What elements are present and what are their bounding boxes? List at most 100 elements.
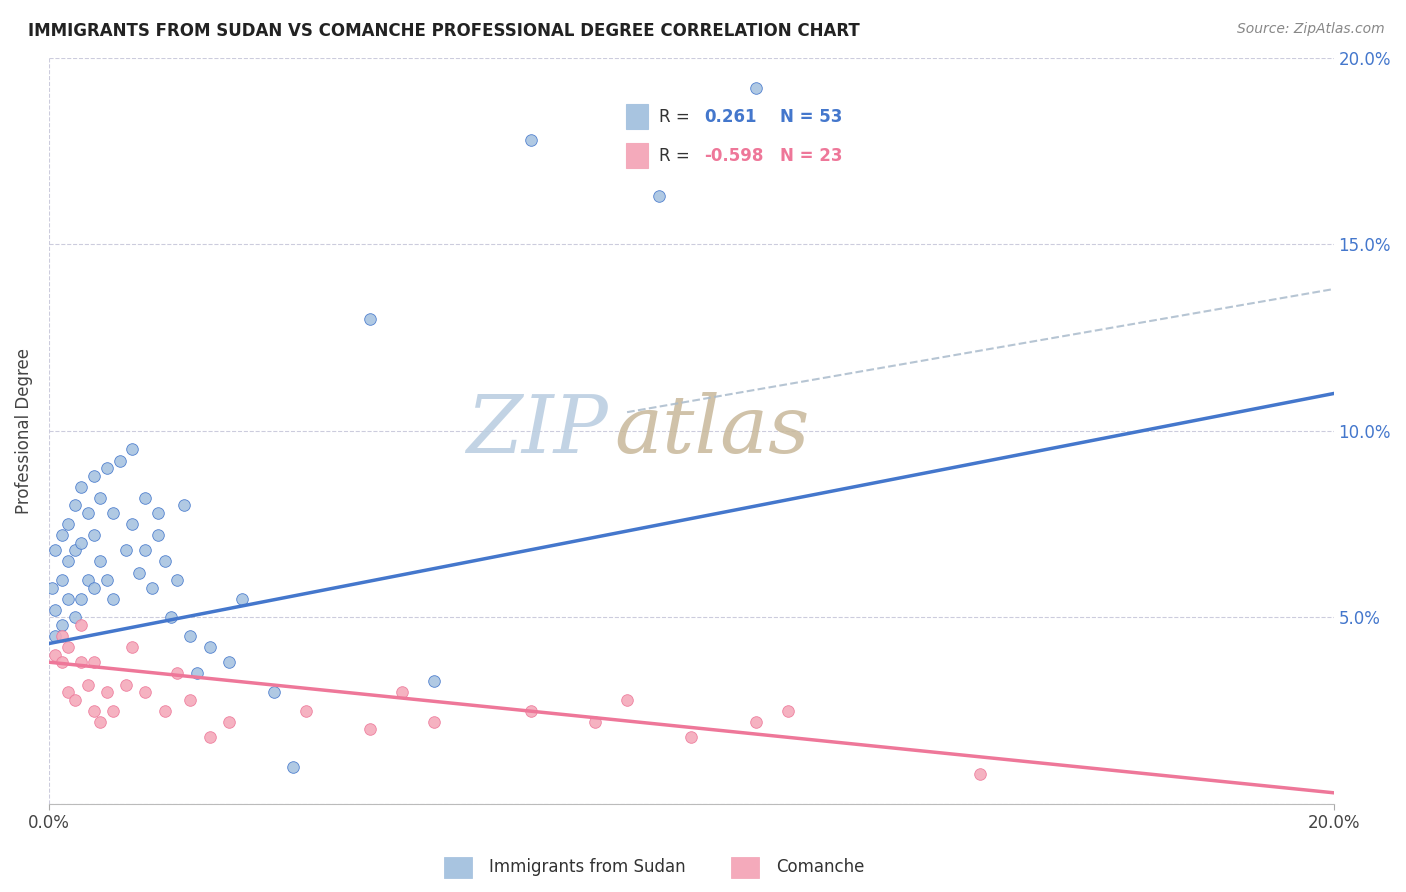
- Point: [359, 311, 381, 326]
- Point: [58, 591, 80, 606]
- Point: [89, 714, 111, 729]
- Point: [160, 610, 183, 624]
- Point: [969, 767, 991, 781]
- Point: [134, 543, 156, 558]
- Point: [63, 610, 86, 624]
- Point: [89, 554, 111, 568]
- Point: [70, 618, 93, 632]
- Point: [121, 517, 143, 532]
- Point: [134, 685, 156, 699]
- Point: [63, 543, 86, 558]
- Point: [263, 685, 285, 699]
- Point: [96, 573, 118, 587]
- Point: [146, 506, 169, 520]
- Text: N = 23: N = 23: [780, 146, 842, 164]
- Point: [83, 581, 105, 595]
- Point: [83, 655, 105, 669]
- Point: [51, 655, 73, 669]
- Point: [141, 581, 163, 595]
- Point: [744, 80, 766, 95]
- Point: [391, 685, 413, 699]
- Bar: [731, 857, 759, 878]
- Point: [218, 714, 240, 729]
- Point: [103, 506, 125, 520]
- Point: [51, 573, 73, 587]
- Point: [58, 554, 80, 568]
- Text: 0.261: 0.261: [704, 108, 756, 126]
- Point: [70, 655, 93, 669]
- Point: [359, 723, 381, 737]
- Point: [121, 442, 143, 457]
- Point: [198, 640, 221, 655]
- Point: [44, 603, 66, 617]
- Point: [83, 704, 105, 718]
- Point: [115, 677, 138, 691]
- Point: [519, 133, 541, 147]
- Text: N = 53: N = 53: [780, 108, 842, 126]
- Point: [218, 655, 240, 669]
- Text: Comanche: Comanche: [776, 858, 865, 877]
- Point: [96, 461, 118, 475]
- Bar: [626, 143, 648, 169]
- Point: [70, 591, 93, 606]
- Point: [76, 506, 98, 520]
- Point: [146, 528, 169, 542]
- Point: [153, 554, 176, 568]
- Text: R =: R =: [659, 146, 696, 164]
- Text: -0.598: -0.598: [704, 146, 763, 164]
- Point: [583, 714, 606, 729]
- Point: [776, 704, 799, 718]
- Point: [58, 685, 80, 699]
- Point: [681, 730, 703, 744]
- Point: [83, 468, 105, 483]
- Point: [423, 714, 446, 729]
- Point: [51, 528, 73, 542]
- Point: [63, 692, 86, 706]
- Point: [76, 677, 98, 691]
- Point: [179, 692, 201, 706]
- Point: [63, 499, 86, 513]
- Point: [44, 629, 66, 643]
- Point: [103, 591, 125, 606]
- Point: [153, 704, 176, 718]
- Point: [51, 618, 73, 632]
- Point: [179, 629, 201, 643]
- Point: [616, 692, 638, 706]
- Point: [96, 685, 118, 699]
- Bar: [444, 857, 472, 878]
- Point: [281, 759, 304, 773]
- Text: Source: ZipAtlas.com: Source: ZipAtlas.com: [1237, 22, 1385, 37]
- Point: [648, 188, 671, 202]
- Point: [58, 517, 80, 532]
- Point: [115, 543, 138, 558]
- Point: [70, 480, 93, 494]
- Point: [423, 673, 446, 688]
- Text: Immigrants from Sudan: Immigrants from Sudan: [489, 858, 686, 877]
- Text: IMMIGRANTS FROM SUDAN VS COMANCHE PROFESSIONAL DEGREE CORRELATION CHART: IMMIGRANTS FROM SUDAN VS COMANCHE PROFES…: [28, 22, 860, 40]
- Point: [128, 566, 150, 580]
- Point: [108, 453, 131, 467]
- Point: [58, 640, 80, 655]
- Point: [83, 528, 105, 542]
- Point: [41, 581, 63, 595]
- Point: [186, 666, 208, 681]
- Point: [44, 648, 66, 662]
- Point: [744, 714, 766, 729]
- Point: [519, 704, 541, 718]
- Text: R =: R =: [659, 108, 696, 126]
- Point: [121, 640, 143, 655]
- Point: [166, 573, 188, 587]
- Point: [295, 704, 318, 718]
- Point: [166, 666, 188, 681]
- Point: [173, 499, 195, 513]
- Point: [89, 491, 111, 505]
- Text: ZIP: ZIP: [465, 392, 607, 469]
- Point: [231, 591, 253, 606]
- Point: [51, 629, 73, 643]
- Point: [198, 730, 221, 744]
- Bar: [626, 103, 648, 129]
- Point: [134, 491, 156, 505]
- Y-axis label: Professional Degree: Professional Degree: [15, 348, 32, 514]
- Point: [76, 573, 98, 587]
- Point: [103, 704, 125, 718]
